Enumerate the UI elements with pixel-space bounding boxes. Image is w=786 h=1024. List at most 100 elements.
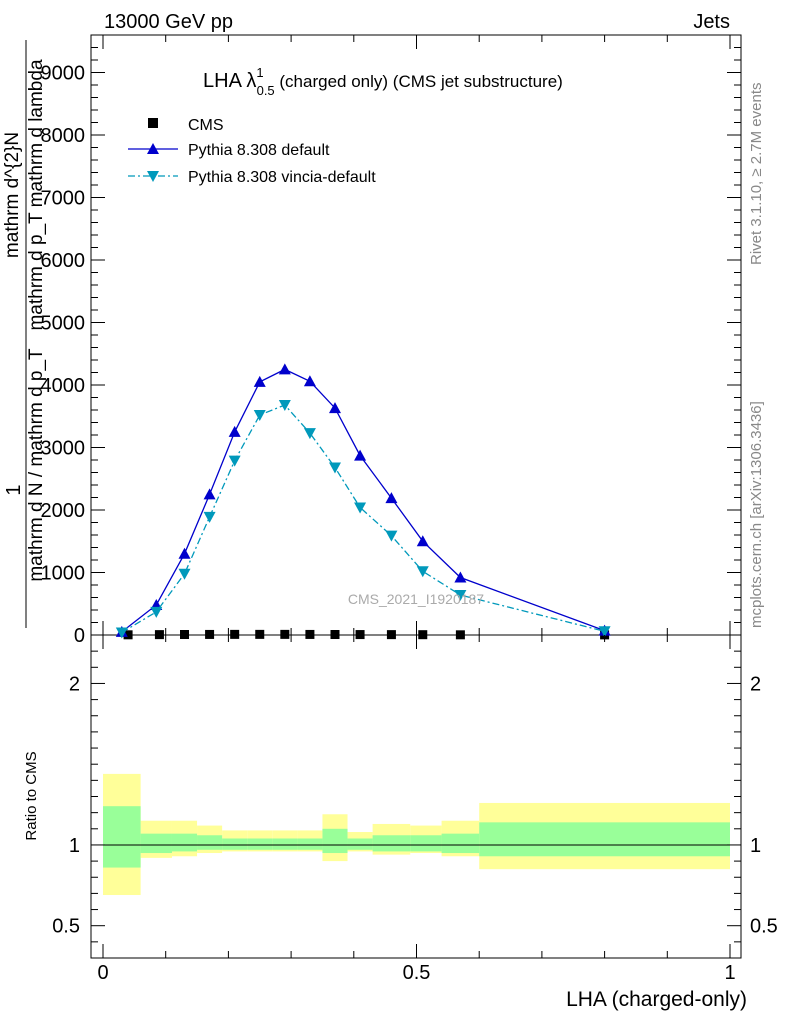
main-y-tick-label: 2000 [41,500,86,522]
mcplots-label: mcplots.cern.ch [arXiv:1306.3436] [748,401,765,628]
legend-pythia-vincia-label: Pythia 8.308 vincia-default [188,169,376,186]
main-y-tick-label: 4000 [41,375,86,397]
ratio-inner-band [247,838,273,850]
series-pythia-8-308-vincia-default-point [416,566,429,578]
legend: CMS Pythia 8.308 default Pythia 8.308 vi… [128,117,376,186]
ylabel-numerator-bottom: mathrm d p_T mathrm d lambda [26,59,47,330]
series-cms-point [386,630,396,640]
series-pythia-8-308-vincia-default-point [115,627,128,639]
x-tick-label: 0 [97,962,108,984]
legend-pythia-vincia-marker [147,171,159,182]
series-pythia-8-308-default-line [121,368,605,633]
series-pythia-8-308-default-point [416,535,429,547]
ratio-inner-band [297,838,323,850]
series-pythia-8-308-vincia-default-point [278,400,291,411]
series-pythia-8-308-default-point [228,425,241,437]
ratio-y-axis-label: Ratio to CMS [23,751,40,840]
series-pythia-8-308-default-point [203,488,216,500]
main-y-axis-label: 1 mathrm d N / mathrm d p_T mathrm d^{2}… [2,40,47,628]
ratio-y-tick-label: 0.5 [52,916,80,938]
series-pythia-8-308-default-point [178,547,191,559]
series-pythia-8-308-vincia-default-point [385,530,398,542]
main-series-layer [115,363,611,640]
header-energy-label: 13000 GeV pp [104,11,233,33]
ratio-y-tick-label: 1 [69,835,80,857]
legend-pythia-default-label: Pythia 8.308 default [188,142,330,159]
ratio-y-tick-label-right: 0.5 [750,916,778,938]
ratio-inner-band [372,835,411,852]
legend-cms-marker [148,118,158,128]
ratio-inner-band [479,822,730,857]
series-pythia-8-308-vincia-default-point [303,428,316,440]
ylabel-one: 1 [3,484,25,495]
main-title: LHA λ1 0.5 (charged only) (CMS jet substr… [203,65,563,98]
ratio-inner-band [347,838,373,850]
main-y-tick-label: 8000 [41,125,86,147]
main-y-axis-ticks: 0 1000 2000 3000 4000 5000 6000 7000 8000 9000 [41,35,741,647]
series-pythia-8-308-default-point [253,375,266,387]
series-pythia-8-308-vincia-default-point [178,568,191,580]
x-axis-label: LHA (charged-only) [566,988,747,1011]
main-y-tick-label: 5000 [41,313,86,335]
series-cms-point [123,630,133,640]
series-pythia-8-308-vincia-default-point [354,502,367,514]
ratio-inner-band [140,833,172,854]
ratio-inner-band [441,833,480,854]
title-superscript: 1 [256,65,263,80]
series-cms-point [418,630,428,640]
main-y-tick-label: 9000 [41,63,86,85]
series-pythia-8-308-default-point [278,363,291,375]
main-y-tick-label: 3000 [41,438,86,460]
ratio-inner-band [103,806,141,868]
series-pythia-8-308-vincia-default-point [328,462,341,474]
main-y-tick-label: 6000 [41,250,86,272]
series-pythia-8-308-vincia-default-point [228,455,241,467]
ratio-y-tick-label-right: 1 [750,835,761,857]
series-pythia-8-308-default-point [454,571,467,583]
x-tick-label: 0.5 [403,962,431,984]
ratio-y-tick-label-right: 2 [750,673,761,695]
rivet-version-label: Rivet 3.1.10, ≥ 2.7M events [748,83,765,266]
ratio-bands-layer [103,773,730,896]
series-cms-point [330,630,340,639]
ratio-inner-band [171,833,198,852]
legend-cms-label: CMS [188,117,224,134]
analysis-watermark: CMS_2021_I1920187 [348,591,484,607]
header-jets-label: Jets [693,11,730,33]
ratio-inner-band [272,838,298,850]
main-y-tick-label: 0 [74,625,85,647]
ratio-inner-band [322,828,348,854]
series-cms-point [230,629,240,639]
ratio-inner-band [410,835,442,852]
series-pythia-8-308-vincia-default-point [253,410,266,421]
ratio-inner-band [222,838,248,850]
series-pythia-8-308-default-point [303,375,316,387]
ratio-axis-ticks: 0.5 0.5 1 1 2 2 0 0.5 1 [52,635,778,984]
series-pythia-8-308-vincia-default-point [454,590,467,601]
ratio-inner-band [197,835,223,850]
series-cms-point [280,629,290,639]
series-cms-point [305,629,315,639]
series-pythia-8-308-vincia-default-line [121,404,605,634]
series-cms-point [355,630,365,640]
series-cms-point [255,629,265,639]
main-y-tick-label: 1000 [41,563,86,585]
legend-pythia-default-marker [147,143,159,154]
ratio-plot-frame [90,634,742,959]
series-cms-point [154,630,164,640]
series-pythia-8-308-vincia-default-point [203,511,216,523]
series-pythia-8-308-default-point [385,492,398,504]
title-subscript: 0.5 [257,83,275,98]
ratio-y-tick-label: 2 [69,673,80,695]
series-pythia-8-308-default-point [354,449,367,461]
series-pythia-8-308-vincia-default-point [598,626,611,638]
title-suffix: (charged only) (CMS jet substructure) [275,72,563,91]
series-pythia-8-308-vincia-default-point [150,606,163,618]
ylabel-numerator-top: mathrm d^{2}N [2,132,23,258]
title-prefix: LHA λ [203,70,256,92]
x-tick-label: 1 [724,962,735,984]
series-cms-point [205,629,215,639]
main-y-tick-label: 7000 [41,188,86,210]
series-pythia-8-308-default-point [328,402,341,414]
